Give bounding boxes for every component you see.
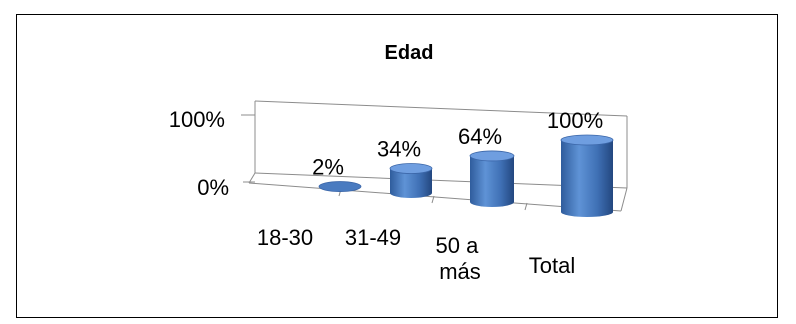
- bar-series: 2% 34% 64% 100%: [312, 108, 614, 217]
- chart-title: Edad: [385, 42, 434, 64]
- bar-50-a-mas: 64%: [458, 124, 515, 207]
- chart-walls: [241, 100, 628, 212]
- x-tick-label-total: Total: [529, 253, 575, 278]
- back-wall-top-edge: [254, 100, 628, 117]
- bar-top-50-a-mas: [469, 150, 515, 162]
- bar-31-49: 34%: [377, 137, 433, 198]
- chart-canvas: Edad 100% 0% 2% 34% 64% 100% 18-30 31-49 50…: [169, 42, 628, 284]
- x-tick-label-18-30: 18-30: [257, 225, 313, 250]
- x-axis-tick-2: [431, 195, 435, 204]
- bar-top-total: [560, 134, 614, 146]
- chart-frame: Edad 100% 0% 2% 34% 64% 100% 18-30 31-49 50…: [16, 14, 778, 318]
- y-tick-label-0: 0%: [197, 175, 229, 200]
- data-label-31-49: 34%: [377, 137, 421, 162]
- floor-left-edge: [248, 172, 256, 184]
- bar-body-31-49: [390, 168, 432, 198]
- bar-total: 100%: [547, 108, 614, 217]
- bar-top-31-49: [389, 163, 433, 174]
- bar-body-total: [561, 140, 613, 217]
- data-label-total: 100%: [547, 108, 603, 133]
- bar-top-18-30: [318, 181, 362, 192]
- x-tick-label-50-a-mas: 50 a más: [436, 233, 485, 284]
- y-tick-label-100: 100%: [169, 107, 225, 132]
- floor-right-edge: [620, 187, 628, 212]
- x-axis-tick-3: [524, 202, 528, 211]
- bar-body-50-a-mas: [470, 155, 514, 207]
- bar-18-30: 2%: [312, 155, 362, 192]
- data-label-18-30: 2%: [312, 155, 344, 180]
- floor-front-edge: [248, 182, 622, 212]
- x-tick-label-31-49: 31-49: [345, 225, 401, 250]
- data-label-50-a-mas: 64%: [458, 124, 502, 149]
